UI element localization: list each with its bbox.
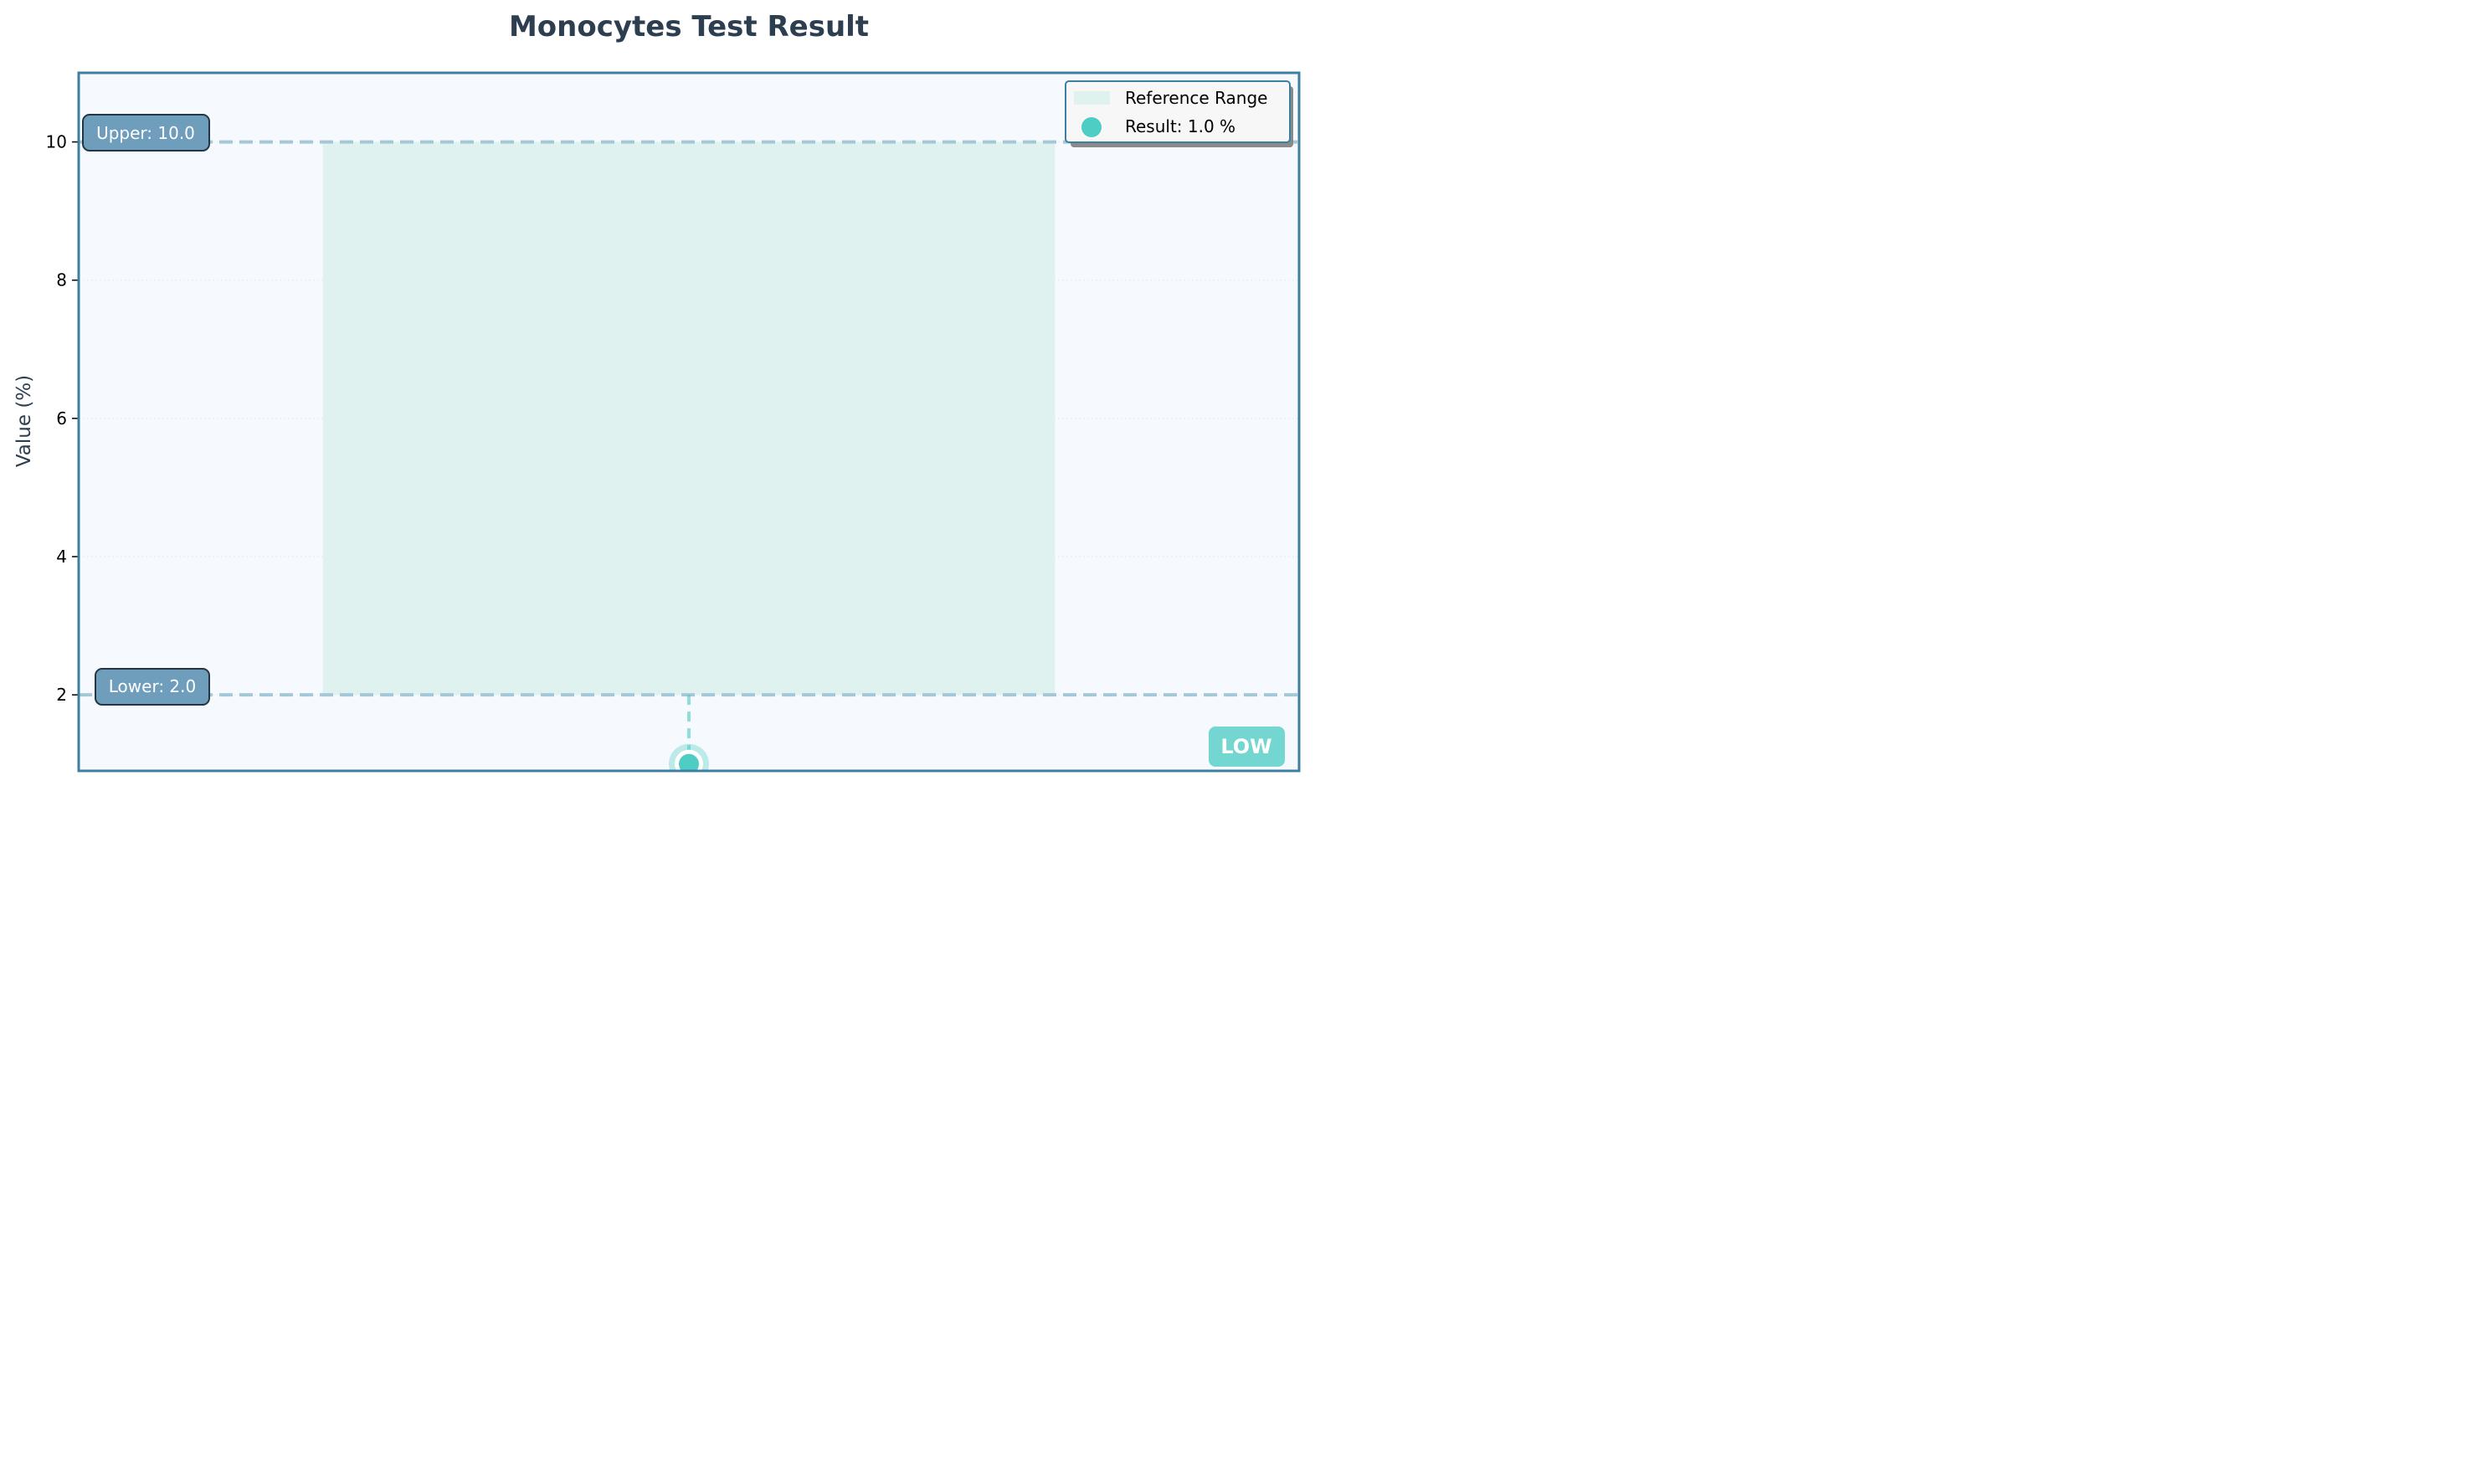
reference-range-band — [322, 141, 1056, 696]
result-layer — [669, 695, 709, 771]
y-tick-label: 6 — [56, 408, 67, 429]
legend-swatch-reference — [1074, 91, 1110, 105]
y-axis-label: Value (%) — [13, 375, 35, 467]
lower-limit-label-box — [95, 668, 210, 706]
chart-title: Monocytes Test Result — [509, 10, 869, 44]
legend-label-result: Result: 1.0 % — [1125, 116, 1235, 136]
y-tick-label: 2 — [56, 685, 67, 705]
legend-marker-result — [1081, 117, 1102, 137]
upper-limit-label: Upper: 10.0 — [82, 114, 210, 151]
status-badge-box — [1209, 727, 1285, 767]
chart: Monocytes Test Result Value (%) 2 4 6 8 10 U… — [13, 10, 1301, 773]
result-point — [679, 753, 699, 771]
status-badge: LOW — [1209, 727, 1285, 767]
legend-box — [1065, 80, 1291, 143]
legend-label-reference: Reference Range — [1125, 88, 1267, 108]
lower-limit-label-text: Lower: 2.0 — [109, 676, 196, 696]
upper-limit-label-box — [82, 114, 210, 151]
y-tick-label: 4 — [56, 547, 67, 567]
y-axis-ticks: 2 4 6 8 10 — [46, 132, 79, 705]
legend: Reference Range Result: 1.0 % — [1065, 80, 1293, 147]
y-tick-label: 8 — [56, 270, 67, 290]
lower-limit-label: Lower: 2.0 — [95, 668, 210, 706]
status-badge-text: LOW — [1220, 735, 1271, 758]
upper-limit-label-text: Upper: 10.0 — [96, 123, 195, 143]
plot-border — [77, 71, 1301, 773]
y-tick-label: 10 — [46, 132, 67, 152]
